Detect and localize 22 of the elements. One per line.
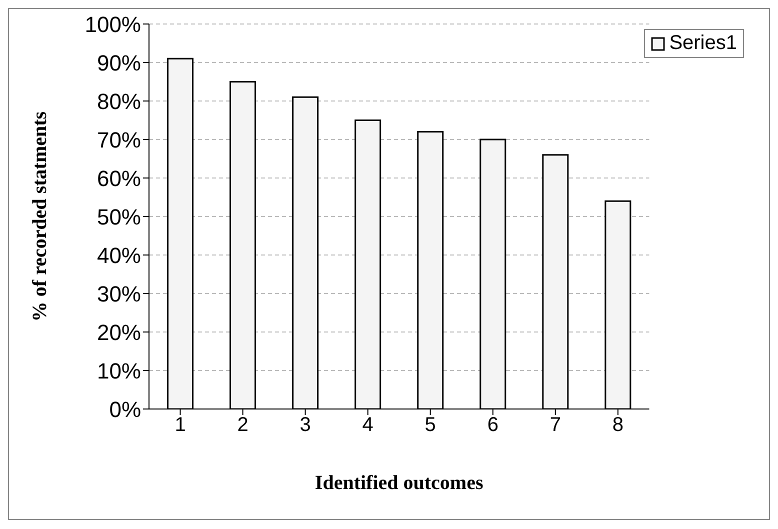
y-tick-label: 40% bbox=[96, 242, 141, 268]
x-tick-label: 2 bbox=[237, 414, 248, 436]
x-tick-label: 4 bbox=[362, 414, 374, 436]
y-tick-label: 30% bbox=[96, 281, 141, 306]
y-tick-label: 10% bbox=[96, 358, 141, 384]
y-tick-label: 100% bbox=[84, 12, 141, 37]
x-tick-label: 7 bbox=[550, 414, 561, 436]
legend-label: Series1 bbox=[669, 32, 737, 55]
y-axis-title: % of recorded statments bbox=[29, 111, 52, 322]
y-tick-label: 90% bbox=[96, 50, 141, 76]
y-tick-label: 70% bbox=[96, 127, 141, 152]
x-tick-label: 5 bbox=[424, 414, 436, 436]
y-tick-label: 80% bbox=[96, 88, 141, 114]
y-tick-label: 0% bbox=[109, 396, 141, 422]
y-tick-label: 20% bbox=[96, 320, 141, 345]
x-tick-label: 6 bbox=[487, 414, 498, 436]
y-tick-label: 60% bbox=[96, 166, 141, 191]
x-tick-label: 8 bbox=[612, 414, 624, 436]
x-tick-label: 3 bbox=[300, 414, 311, 436]
y-tick-label: 50% bbox=[96, 204, 141, 230]
x-axis-title: Identified outcomes bbox=[314, 472, 484, 494]
x-tick-label: 1 bbox=[174, 414, 186, 436]
